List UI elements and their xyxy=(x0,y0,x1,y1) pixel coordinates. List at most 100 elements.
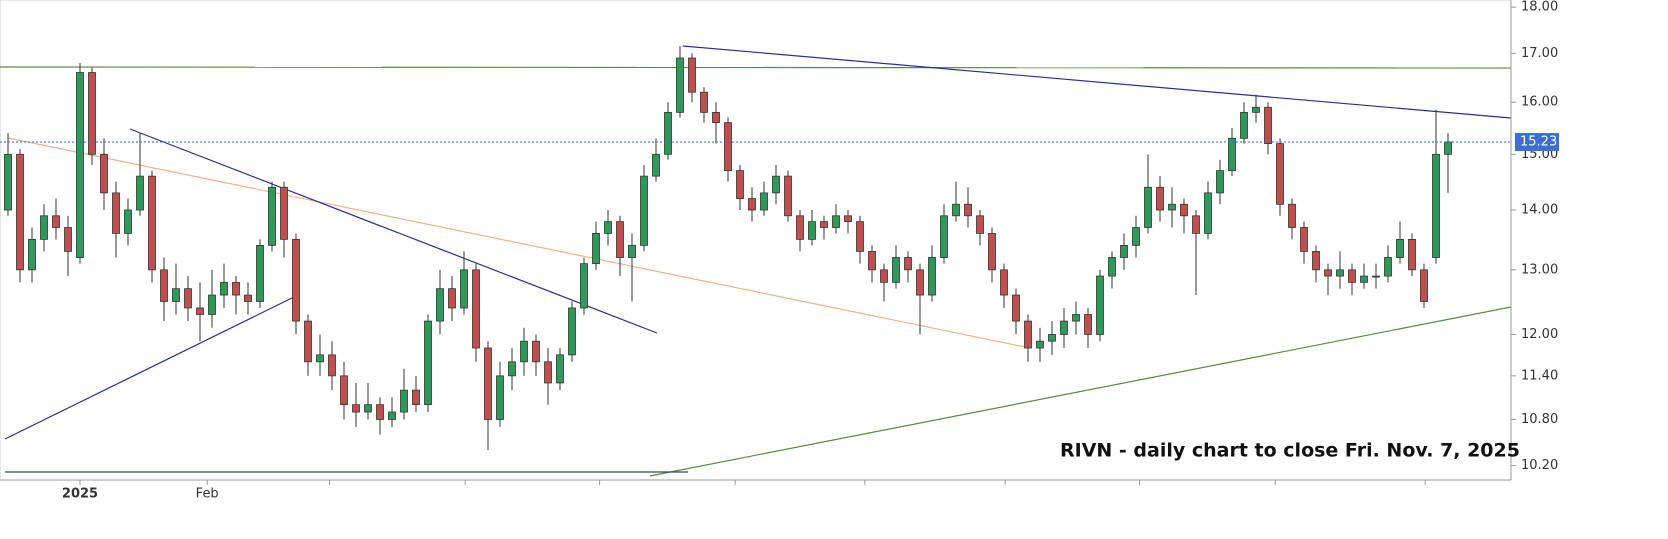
candle-body xyxy=(916,269,924,296)
candle-body xyxy=(1360,275,1368,283)
candle-body xyxy=(832,215,840,228)
candle-body xyxy=(616,221,624,258)
candle-body xyxy=(256,244,264,302)
candle-body xyxy=(976,215,984,234)
candle-body xyxy=(208,294,216,315)
candle-body xyxy=(568,307,576,356)
y-tick-label: 12.00 xyxy=(1521,327,1558,342)
y-tick-label: 13.00 xyxy=(1521,262,1558,277)
candle-body xyxy=(1000,269,1008,296)
candle-body xyxy=(988,233,996,271)
last-price-box xyxy=(1515,133,1559,152)
candle-body xyxy=(772,175,780,194)
candle-body xyxy=(1036,340,1044,349)
plot-area xyxy=(0,0,1512,481)
candle-body xyxy=(592,233,600,265)
y-tick-label: 10.80 xyxy=(1521,412,1558,427)
candle-body xyxy=(820,221,828,228)
trend-line xyxy=(129,128,658,334)
candle-body xyxy=(496,375,504,420)
candle-body xyxy=(436,288,444,322)
last-price-label: 15.23 xyxy=(1520,135,1557,150)
candle-body xyxy=(1300,227,1308,252)
candle-body xyxy=(664,111,672,155)
candle-body xyxy=(328,354,336,377)
candle-body xyxy=(880,269,888,283)
candle-body xyxy=(16,153,24,271)
trend-lines xyxy=(0,45,1512,477)
candle-body xyxy=(292,238,300,322)
candle-body xyxy=(52,215,60,228)
candle-body xyxy=(1288,203,1296,228)
candle-body xyxy=(388,411,396,420)
candle-body xyxy=(316,354,324,363)
candle-body xyxy=(712,111,720,124)
candle-body xyxy=(700,91,708,113)
candle-body xyxy=(1120,244,1128,258)
candle-body xyxy=(652,153,660,177)
candle-body xyxy=(244,294,252,302)
trend-line xyxy=(4,295,297,440)
candle-body xyxy=(1420,269,1428,302)
candle-body xyxy=(400,389,408,413)
x-tick-label: Feb xyxy=(196,487,219,502)
candle-body xyxy=(676,57,684,113)
trend-line xyxy=(7,137,1026,348)
candle-body xyxy=(448,288,456,309)
candle-body xyxy=(856,221,864,252)
candle-body xyxy=(1372,275,1380,278)
candle-body xyxy=(520,340,528,363)
candle-body xyxy=(1216,170,1224,194)
candle-body xyxy=(1012,294,1020,322)
candle-body xyxy=(484,347,492,420)
candle-body xyxy=(1384,257,1392,277)
candle-body xyxy=(1312,251,1320,271)
x-tick-label: 2025 xyxy=(62,487,98,502)
y-tick-label: 18.00 xyxy=(1521,0,1558,15)
candle-body xyxy=(1276,143,1284,205)
candle-body xyxy=(1204,192,1212,234)
candle-body xyxy=(796,215,804,240)
candle-body xyxy=(580,263,588,309)
candle-body xyxy=(88,72,96,155)
candle-body xyxy=(1144,186,1152,228)
candle-body xyxy=(1336,269,1344,277)
candle-body xyxy=(1324,269,1332,277)
candle-body xyxy=(232,281,240,296)
candle-body xyxy=(364,404,372,413)
annotation: RIVN - daily chart to close Fri. Nov. 7,… xyxy=(1060,440,1520,462)
candle-body xyxy=(160,269,168,302)
candle-body xyxy=(736,170,744,199)
candle-body xyxy=(112,192,120,234)
candle-body xyxy=(1432,153,1440,258)
candle-body xyxy=(184,288,192,309)
y-tick-label: 14.00 xyxy=(1521,203,1558,218)
candle-body xyxy=(1444,141,1452,155)
candle-body xyxy=(424,320,432,406)
candle-body xyxy=(196,307,204,315)
candle-body xyxy=(352,404,360,413)
candle-body xyxy=(304,320,312,363)
candle-body xyxy=(784,175,792,217)
candles xyxy=(4,46,1452,450)
candle-body xyxy=(1084,314,1092,335)
candle-body xyxy=(1168,203,1176,211)
y-tick-label: 17.00 xyxy=(1521,46,1558,61)
candle-body xyxy=(1096,275,1104,335)
candle-body xyxy=(100,153,108,194)
candle-body xyxy=(172,288,180,302)
candle-body xyxy=(148,175,156,271)
candle-body xyxy=(412,389,420,406)
candle-body xyxy=(940,215,948,258)
candle-body xyxy=(1192,215,1200,234)
candle-body xyxy=(556,354,564,384)
candle-body xyxy=(928,257,936,296)
candle-body xyxy=(1240,111,1248,139)
y-tick-label: 16.00 xyxy=(1521,95,1558,110)
candle-body xyxy=(544,361,552,384)
candle-body xyxy=(1396,238,1404,258)
candle-body xyxy=(1024,320,1032,349)
candle-body xyxy=(1048,334,1056,342)
